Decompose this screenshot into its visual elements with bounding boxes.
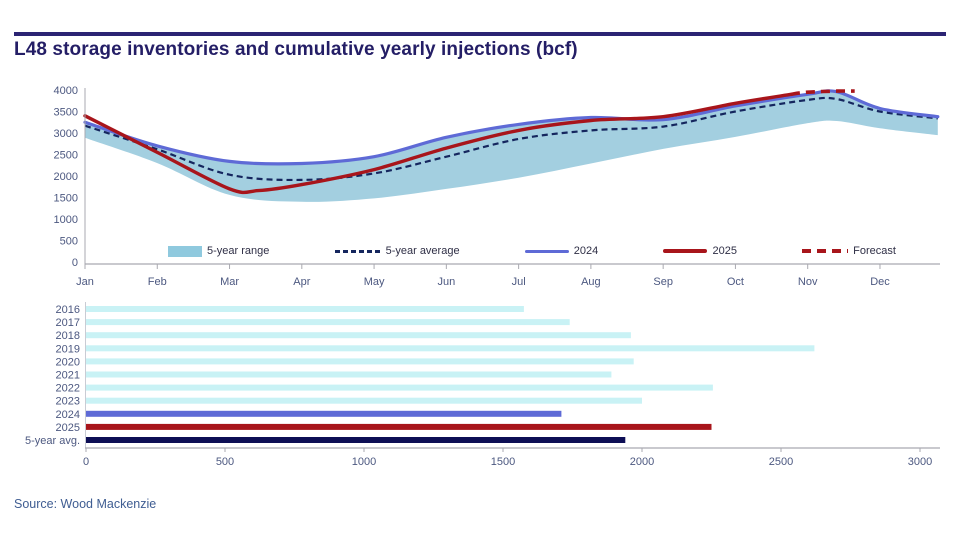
range-swatch-icon [168, 245, 202, 257]
y-axis-tick-label: 2500 [54, 150, 78, 162]
legend-item-2025: 2025 [663, 245, 737, 257]
series-5-year-range-band [85, 91, 938, 202]
legend-label: 2025 [712, 245, 737, 257]
month-tick-label: Jul [512, 276, 526, 288]
month-tick-label: Oct [727, 276, 744, 288]
bar-category-label: 2020 [56, 356, 80, 368]
bar-2022 [86, 384, 713, 391]
bar-2024 [86, 410, 562, 417]
bar-category-label: 2021 [56, 370, 80, 382]
legend-label: 5-year range [207, 245, 270, 257]
month-tick-label: Nov [798, 276, 818, 288]
average-dashed-line-icon [334, 249, 381, 253]
month-tick-label: Aug [581, 276, 601, 288]
bar-category-label: 2024 [56, 409, 80, 421]
bar-x-tick-label: 500 [216, 456, 234, 468]
bar-2018 [86, 332, 631, 339]
page-title: L48 storage inventories and cumulative y… [14, 39, 578, 60]
bar-x-tick-label: 0 [83, 456, 89, 468]
month-tick-label: Sep [653, 276, 673, 288]
series-2025-line [83, 92, 793, 195]
legend-item-forecast: Forecast [802, 245, 896, 257]
bar-2021 [86, 371, 612, 378]
month-tick-label: May [364, 276, 385, 288]
top-divider-bar [14, 32, 946, 36]
y-axis-tick-label: 3500 [54, 107, 78, 119]
series-5-year-average-line [84, 96, 938, 182]
legend-label: Forecast [853, 245, 896, 257]
y-axis-tick-label: 1500 [54, 193, 78, 205]
y-axis-tick-label: 2000 [54, 171, 78, 183]
y-axis-tick-label: 3000 [54, 128, 78, 140]
bar-x-tick-label: 1500 [491, 456, 515, 468]
y-axis-tick-label: 500 [60, 236, 78, 248]
bar-category-label: 2018 [56, 330, 80, 342]
series-forecast-line [790, 89, 855, 97]
bar-category-label: 2017 [56, 317, 80, 329]
bar-category-label: 2019 [56, 343, 80, 355]
line-2025-swatch-icon [663, 249, 708, 253]
bar-2016 [86, 306, 524, 312]
month-tick-label: Dec [870, 276, 890, 288]
month-tick-label: Jun [437, 276, 455, 288]
bar-x-tick-label: 2500 [769, 456, 793, 468]
bar-x-tick-label: 1000 [352, 456, 376, 468]
month-tick-label: Jan [76, 276, 94, 288]
y-axis-tick-label: 0 [72, 257, 78, 269]
month-tick-label: Apr [293, 276, 310, 288]
y-axis-tick-label: 1000 [54, 214, 78, 226]
source-note: Source: Wood Mackenzie [14, 497, 157, 511]
bar-2017 [86, 319, 570, 326]
forecast-dashed-line-icon [802, 249, 849, 253]
bar-category-label: 2016 [56, 304, 80, 316]
bar-2019 [86, 345, 815, 352]
chart-legend: 5-year range 5-year average 2024 2025 Fo… [168, 242, 896, 260]
legend-item-range: 5-year range [168, 245, 269, 257]
y-axis-tick-label: 4000 [54, 85, 78, 97]
bar-2020 [86, 358, 634, 365]
month-tick-label: Feb [148, 276, 167, 288]
bar-category-label: 5-year avg. [25, 435, 80, 447]
legend-item-average: 5-year average [334, 245, 460, 257]
bar-2025 [86, 423, 712, 430]
bar-x-tick-label: 3000 [908, 456, 932, 468]
bar-5-year-avg- [86, 437, 626, 443]
bar-2023 [86, 397, 642, 404]
line-2024-swatch-icon [524, 249, 569, 253]
bar-category-label: 2022 [56, 383, 80, 395]
bar-x-tick-label: 2000 [630, 456, 654, 468]
legend-item-2024: 2024 [524, 245, 599, 257]
legend-label: 5-year average [385, 245, 460, 257]
legend-label: 2024 [573, 245, 599, 257]
month-tick-label: Mar [220, 276, 239, 288]
bar-category-label: 2023 [56, 396, 80, 408]
bar-category-label: 2025 [56, 422, 80, 434]
